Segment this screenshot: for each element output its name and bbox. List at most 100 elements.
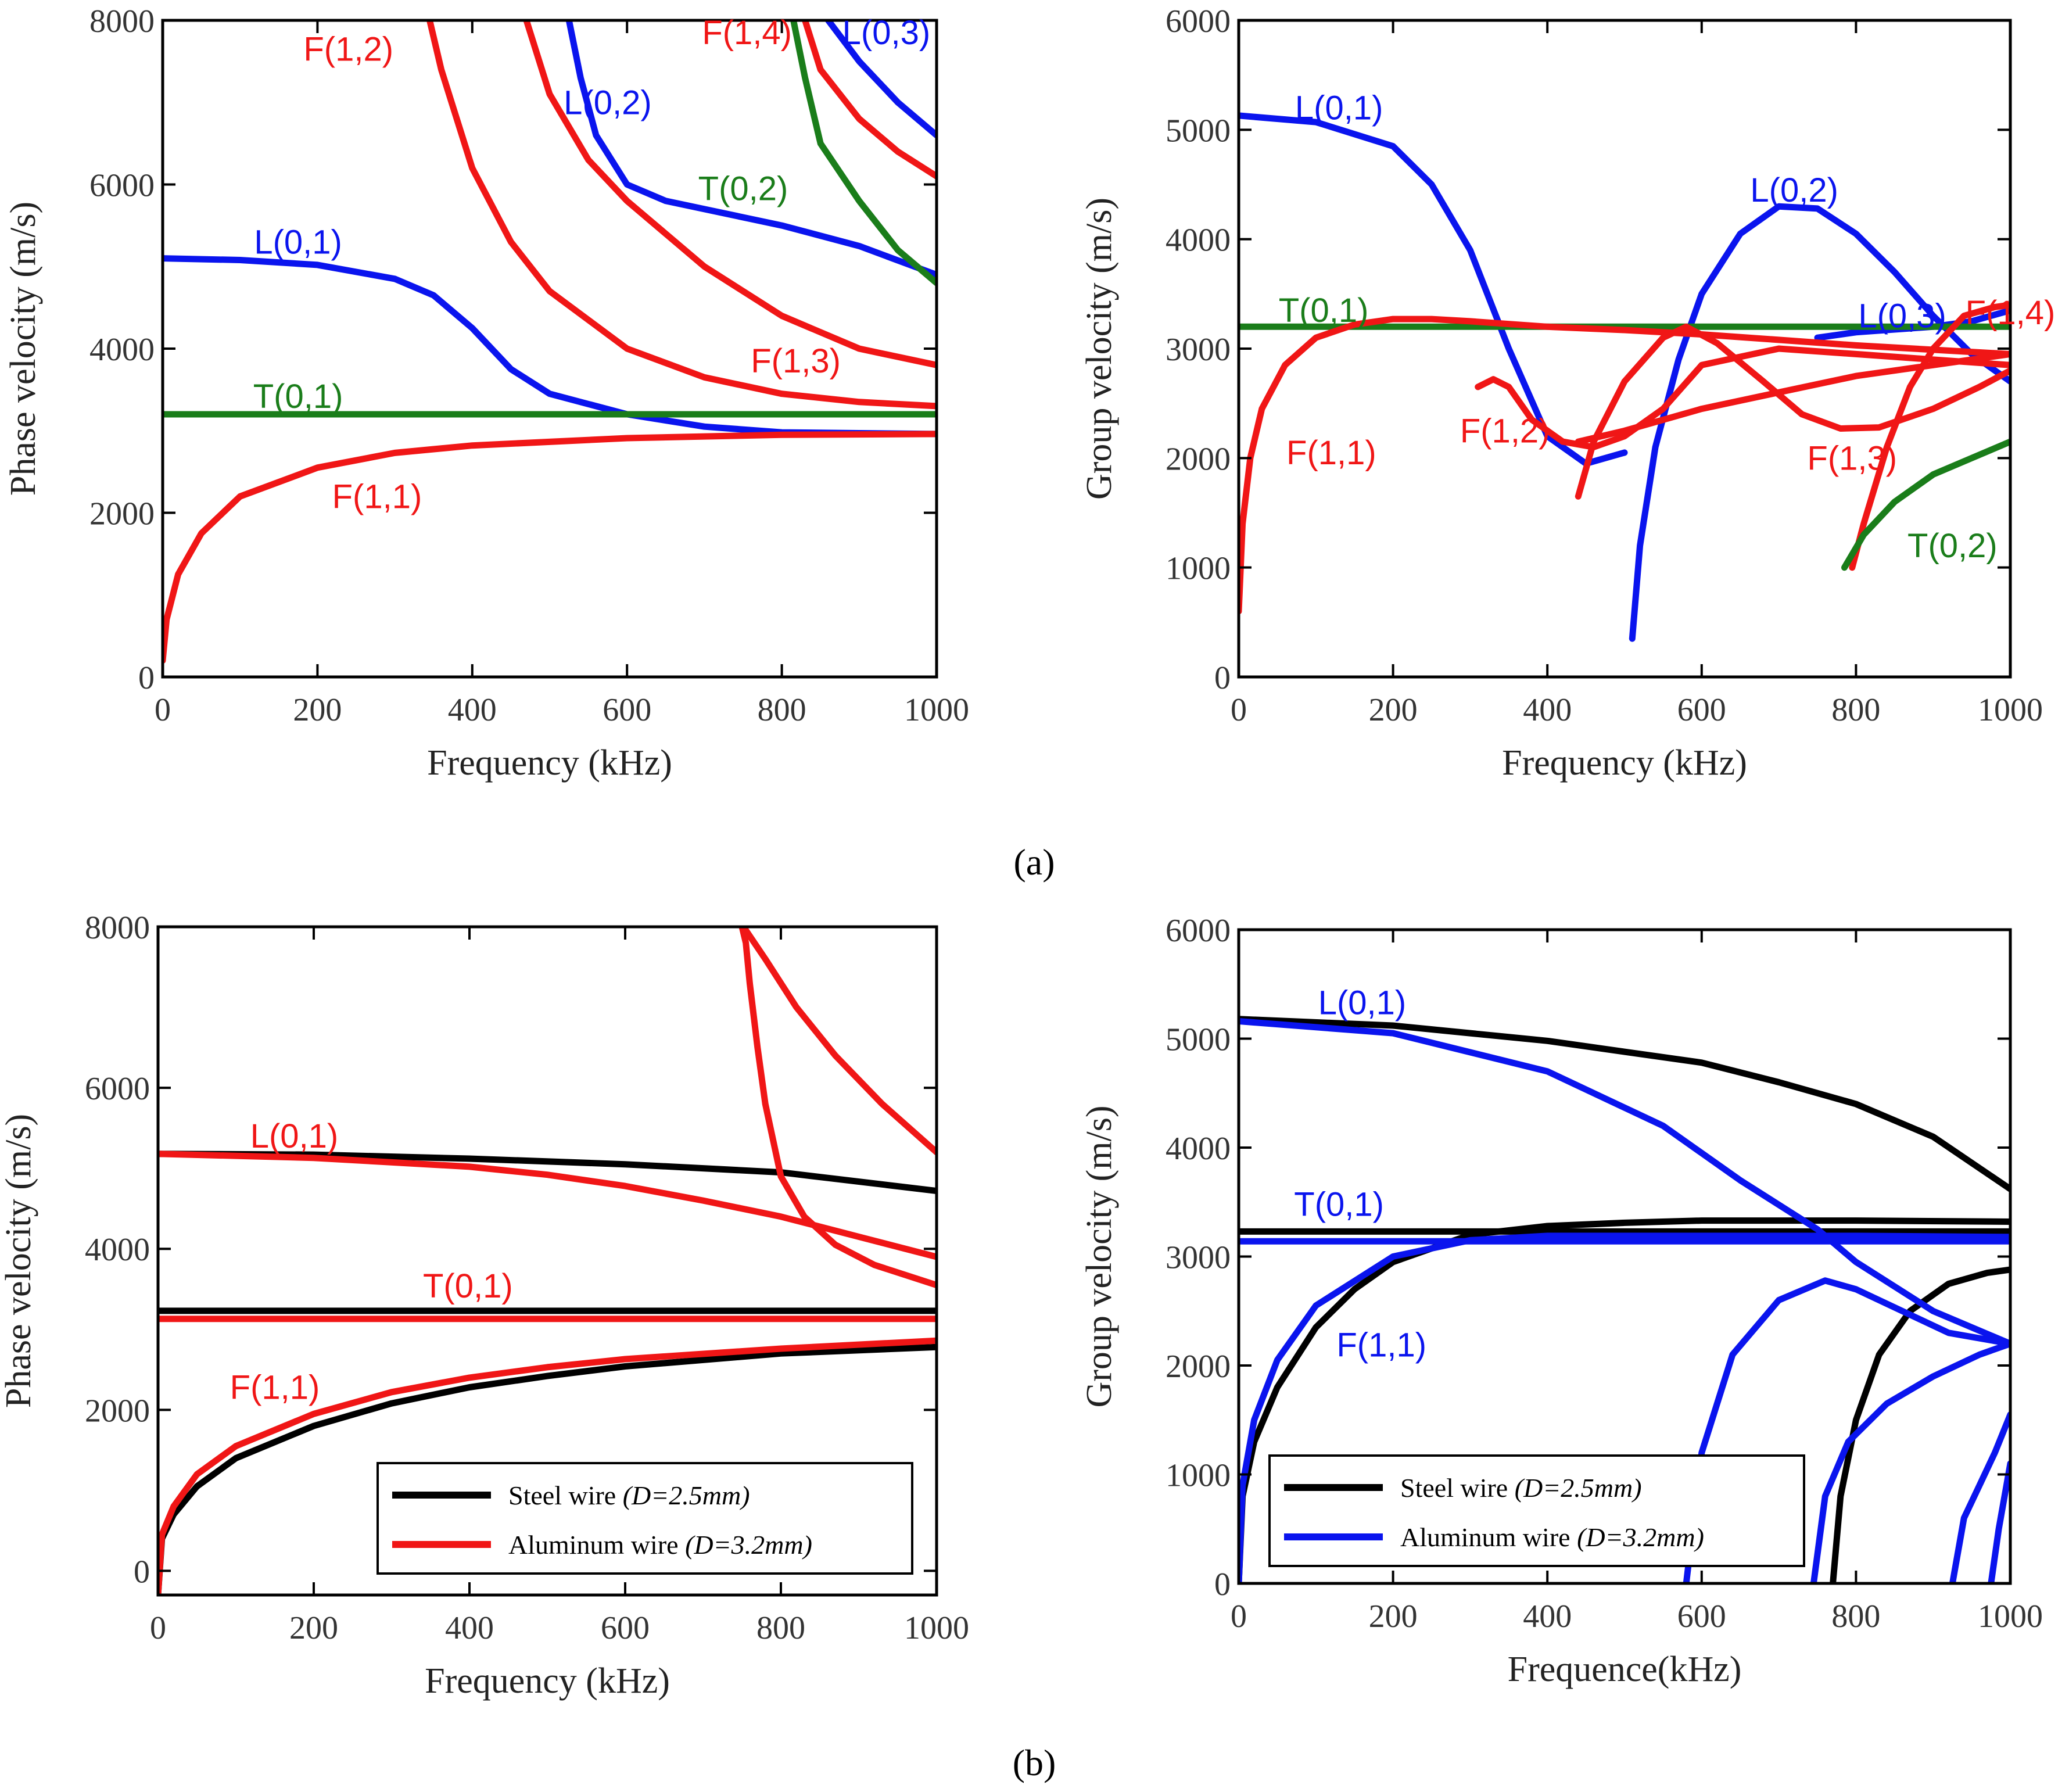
x-tick-label: 600	[603, 692, 651, 728]
curve-label: F(1,1)	[230, 1369, 320, 1407]
series-l-0-3	[825, 20, 937, 139]
y-tick-label: 4000	[1166, 1131, 1231, 1167]
y-tick-label: 2000	[89, 496, 155, 532]
series-aluminum-l-0-1	[1239, 1018, 2010, 1347]
curve-label: F(1,1)	[1336, 1326, 1426, 1364]
series-aluminum-mode-d	[1988, 1460, 2010, 1583]
series-f-1-4	[1849, 302, 2010, 571]
curve-label: F(1,2)	[303, 30, 393, 68]
x-tick-label: 400	[1523, 692, 1572, 728]
x-tick-label: 1000	[904, 692, 969, 728]
x-tick-label: 200	[289, 1610, 338, 1646]
y-tick-label: 0	[138, 660, 155, 696]
legend-box	[376, 1462, 913, 1575]
curve-label: F(1,4)	[702, 14, 792, 52]
x-tick-label: 400	[1523, 1599, 1572, 1635]
chart-a-right: 0 200 400 600 800 1000 0 1000 2000 3000 4000 5000 60…	[1080, 3, 2055, 783]
curve-label: F(1,1)	[1286, 434, 1376, 472]
series-aluminum-mode-b	[1810, 1341, 2010, 1583]
x-tick-label: 0	[1231, 692, 1247, 728]
x-tick-label: 1000	[904, 1610, 969, 1646]
series-l-0-2	[1629, 203, 2010, 642]
x-tick-label: 0	[1231, 1599, 1247, 1635]
y-tick-label: 2000	[85, 1393, 150, 1429]
curve-label: L(0,2)	[564, 84, 652, 121]
y-tick-label: 6000	[1166, 3, 1231, 40]
x-tick-label: 400	[445, 1610, 494, 1646]
legend-label: Aluminum wire (D=3.2mm)	[508, 1530, 812, 1560]
chart-b-right: 0 200 400 600 800 1000 0 1000 2000 3000 4000 5000 60…	[1080, 913, 2043, 1689]
legend-label: Aluminum wire (D=3.2mm)	[1400, 1522, 1704, 1552]
series-aluminum-f-1-1	[1239, 1232, 2010, 1583]
legend: Steel wire (D=2.5mm) Aluminum wire (D=3.2…	[1268, 1454, 1805, 1567]
x-axis-label: Frequency (kHz)	[1502, 743, 1747, 783]
y-tick-label: 3000	[1166, 332, 1231, 368]
x-tick-label: 200	[293, 692, 342, 728]
y-tick-label: 5000	[1166, 113, 1231, 149]
x-tick-label: 0	[155, 692, 171, 728]
series-steel-higher-mode	[1830, 1266, 2010, 1583]
series-f-1-4	[802, 20, 937, 180]
caption-a: (a)	[1013, 841, 1055, 883]
curve-label: L(0,3)	[1858, 298, 1946, 335]
curve-label: T(0,2)	[1907, 527, 1998, 565]
curve-label: T(0,1)	[1294, 1186, 1384, 1224]
legend: Steel wire (D=2.5mm) Aluminum wire (D=3.2…	[376, 1462, 913, 1575]
series-t-0-2	[1841, 438, 2010, 571]
curve-label: L(0,1)	[254, 223, 342, 261]
x-tick-label: 600	[1677, 692, 1726, 728]
x-tick-label: 800	[1831, 1599, 1880, 1635]
y-tick-label: 2000	[1166, 441, 1231, 477]
y-axis-label: Group velocity (m/s)	[1080, 198, 1119, 500]
curve-label: T(0,1)	[1279, 292, 1369, 329]
y-tick-label: 0	[1214, 1567, 1231, 1603]
curve-label: L(0,1)	[1318, 984, 1407, 1022]
series-f-1-2	[1475, 345, 2010, 450]
curve-label: F(1,2)	[1460, 412, 1550, 450]
series-aluminum-f-1-1	[158, 1337, 937, 1595]
curve-label: F(1,3)	[1807, 439, 1897, 477]
y-tick-label: 0	[134, 1554, 150, 1590]
y-tick-label: 5000	[1166, 1022, 1231, 1058]
curve-label: L(0,2)	[1750, 171, 1838, 209]
curve-label: L(0,1)	[1295, 89, 1383, 127]
series-f-1-1	[1239, 316, 2010, 615]
y-tick-label: 1000	[1166, 1458, 1231, 1494]
x-axis-label: Frequence(kHz)	[1508, 1650, 1742, 1689]
y-axis-label: Group velocity (m/s)	[1080, 1105, 1119, 1407]
x-tick-label: 1000	[1978, 1599, 2043, 1635]
y-axis-label: Phase velocity (m/s)	[0, 1114, 38, 1408]
y-tick-label: 3000	[1166, 1240, 1231, 1276]
series-steel-l-0-1	[1239, 1016, 2010, 1192]
y-tick-label: 2000	[1166, 1349, 1231, 1385]
y-tick-label: 8000	[89, 3, 155, 40]
x-tick-label: 800	[758, 692, 806, 728]
series-aluminum-l-0-1	[158, 1151, 937, 1260]
series-l-0-1	[1239, 112, 1628, 467]
y-tick-label: 6000	[85, 1071, 150, 1107]
series-f-1-3-upper	[1575, 350, 2010, 445]
curve-label: L(0,1)	[250, 1117, 339, 1155]
x-tick-label: 600	[601, 1610, 650, 1646]
legend-box	[1268, 1454, 1805, 1567]
y-tick-label: 4000	[85, 1232, 150, 1268]
series-l-0-2	[565, 20, 937, 278]
series-f-1-3	[1575, 323, 2010, 500]
x-tick-label: 400	[448, 692, 497, 728]
curve-label: T(0,2)	[698, 170, 788, 208]
series-steel-f-1-1	[1239, 1217, 2010, 1583]
series-l-0-1	[163, 255, 937, 438]
x-axis-label: Frequency (kHz)	[427, 743, 672, 783]
x-tick-label: 600	[1677, 1599, 1726, 1635]
x-tick-label: 800	[756, 1610, 805, 1646]
caption-b: (b)	[1013, 1742, 1056, 1783]
legend-label: Steel wire (D=2.5mm)	[1400, 1473, 1642, 1503]
series-t-0-2	[790, 20, 937, 286]
x-axis-label: Frequency (kHz)	[425, 1661, 670, 1701]
curve-label: F(1,1)	[332, 478, 422, 515]
curve-label: F(1,4)	[1966, 294, 2056, 332]
chart-b-left: 0 200 400 600 800 1000 0 2000 4000 6000 8000 Freque…	[0, 910, 969, 1701]
curve-label: L(0,3)	[842, 14, 931, 52]
y-tick-label: 0	[1214, 660, 1231, 696]
